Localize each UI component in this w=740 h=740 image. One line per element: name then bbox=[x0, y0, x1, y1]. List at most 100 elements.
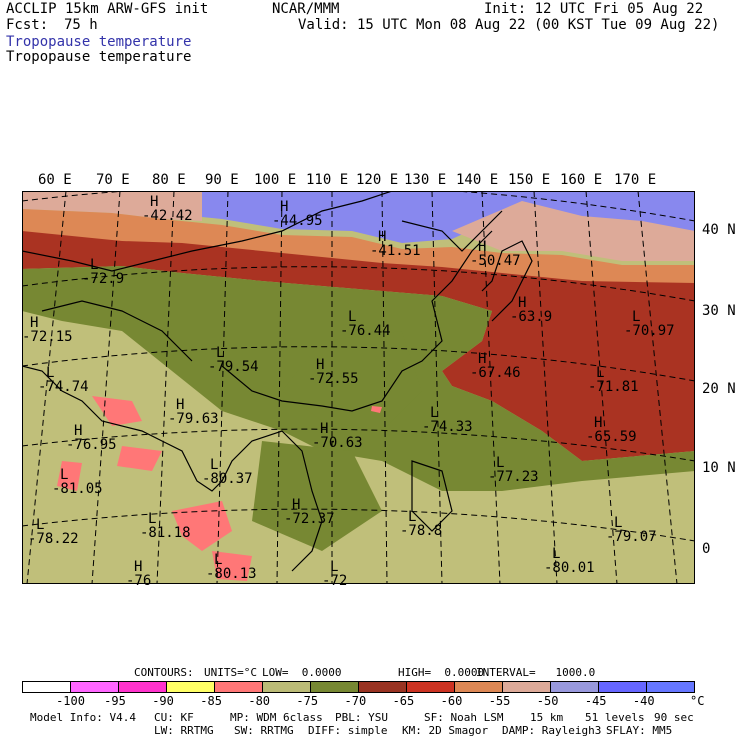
low-marker: L -81.05 bbox=[52, 467, 103, 496]
legend-swatch bbox=[167, 682, 215, 692]
legend-swatch bbox=[215, 682, 263, 692]
marker-value: -72.15 bbox=[22, 329, 73, 345]
legend-tick-label: -55 bbox=[488, 694, 511, 708]
lon-label: 170 E bbox=[614, 172, 657, 188]
marker-letter: H bbox=[594, 415, 603, 431]
high-marker: H -72.15 bbox=[22, 315, 73, 344]
marker-letter: L bbox=[632, 309, 641, 325]
lon-label: 150 E bbox=[508, 172, 551, 188]
high-marker: H -41.51 bbox=[370, 229, 421, 258]
marker-letter: H bbox=[320, 421, 329, 437]
legend-swatch bbox=[311, 682, 359, 692]
lat-label: 40 N bbox=[702, 222, 736, 238]
marker-letter: L bbox=[330, 559, 339, 575]
high-marker: H -70.63 bbox=[312, 421, 363, 450]
marker-letter: L bbox=[408, 509, 417, 525]
legend-tick-label: -100 bbox=[56, 694, 85, 708]
marker-value: -78.22 bbox=[28, 531, 79, 547]
legend-swatch bbox=[503, 682, 551, 692]
high-marker: H -67.46 bbox=[470, 351, 521, 380]
lat-label: 20 N bbox=[702, 381, 736, 397]
marker-letter: H bbox=[134, 559, 143, 575]
contours-label: CONTOURS: bbox=[134, 666, 194, 679]
footer-item: PBL: YSU bbox=[335, 711, 388, 724]
footer-item: LW: RRTMG bbox=[154, 724, 214, 737]
forecast-hour: 75 h bbox=[64, 17, 98, 33]
marker-value: -50.47 bbox=[470, 253, 521, 269]
high-marker: H -72.37 bbox=[284, 497, 335, 526]
legend-tick-label: -75 bbox=[296, 694, 319, 708]
model-title: ACCLIP 15km ARW-GFS init bbox=[6, 1, 209, 17]
color-legend bbox=[22, 681, 695, 693]
lon-label: 120 E bbox=[356, 172, 399, 188]
marker-value: -74.33 bbox=[422, 419, 473, 435]
marker-value: -77.23 bbox=[488, 469, 539, 485]
marker-letter: L bbox=[430, 405, 439, 421]
units-label: UNITS=°C bbox=[204, 666, 257, 679]
lon-label: 160 E bbox=[560, 172, 603, 188]
legend-swatch bbox=[119, 682, 167, 692]
marker-letter: L bbox=[614, 515, 623, 531]
marker-letter: H bbox=[74, 423, 83, 439]
legend-unit: °C bbox=[690, 694, 705, 708]
field-title-2: Tropopause temperature bbox=[6, 49, 192, 65]
legend-tick-label: -50 bbox=[536, 694, 559, 708]
marker-letter: L bbox=[216, 345, 225, 361]
low-marker: L -79.07 bbox=[606, 515, 657, 544]
marker-value: -76.44 bbox=[340, 323, 391, 339]
legend-tick-label: -60 bbox=[440, 694, 463, 708]
marker-value: -67.46 bbox=[470, 365, 521, 381]
footer-item: CU: KF bbox=[154, 711, 194, 724]
marker-value: -65.59 bbox=[586, 429, 637, 445]
marker-letter: L bbox=[552, 546, 561, 562]
legend-swatch bbox=[551, 682, 599, 692]
low-marker: L -78.8 bbox=[400, 509, 442, 538]
low-marker: L -79.54 bbox=[208, 345, 259, 374]
marker-letter: H bbox=[478, 351, 487, 367]
valid-time: Valid: 15 UTC Mon 08 Aug 22 (00 KST Tue … bbox=[298, 17, 720, 33]
marker-letter: H bbox=[518, 295, 527, 311]
marker-letter: H bbox=[150, 194, 159, 210]
footer-item: SFLAY: MM5 bbox=[606, 724, 673, 737]
legend-tick-label: -85 bbox=[200, 694, 222, 708]
low-marker: L -78.22 bbox=[28, 517, 79, 546]
marker-letter: L bbox=[36, 517, 45, 533]
footer-item: SF: Noah LSM bbox=[424, 711, 504, 724]
high-marker: H -76 bbox=[126, 559, 151, 588]
map-panel bbox=[22, 191, 695, 584]
marker-letter: H bbox=[30, 315, 39, 331]
lat-label: 10 N bbox=[702, 460, 736, 476]
footer-item: 90 sec bbox=[654, 711, 694, 724]
high-marker: H -65.59 bbox=[586, 415, 637, 444]
low-marker: L -70.97 bbox=[624, 309, 675, 338]
legend-swatch bbox=[407, 682, 455, 692]
legend-swatch bbox=[263, 682, 311, 692]
low-marker: L -77.23 bbox=[488, 455, 539, 484]
marker-letter: L bbox=[210, 457, 219, 473]
high-marker: H -44.95 bbox=[272, 200, 323, 228]
high-marker: H -72.55 bbox=[308, 358, 359, 386]
lon-label: 70 E bbox=[96, 172, 130, 188]
marker-value: -80.13 bbox=[206, 566, 257, 582]
marker-letter: H bbox=[292, 497, 301, 513]
coastlines bbox=[22, 191, 533, 572]
marker-value: -80.01 bbox=[544, 560, 595, 576]
marker-letter: L bbox=[60, 467, 69, 483]
marker-letter: L bbox=[214, 552, 223, 568]
low-marker: L -74.74 bbox=[38, 366, 89, 394]
marker-value: -72.55 bbox=[308, 371, 359, 387]
marker-letter: L bbox=[496, 455, 505, 471]
marker-value: -80.37 bbox=[202, 471, 253, 487]
marker-value: -72.37 bbox=[284, 511, 335, 527]
marker-value: -76 bbox=[126, 573, 152, 589]
marker-value: -44.95 bbox=[272, 213, 323, 229]
footer-item: 51 levels bbox=[585, 711, 645, 724]
footer-item: SW: RRTMG bbox=[234, 724, 294, 737]
marker-letter: H bbox=[378, 229, 387, 245]
marker-value: -79.54 bbox=[208, 359, 259, 375]
low-marker: L -80.01 bbox=[544, 546, 595, 575]
legend-tick-label: -95 bbox=[104, 694, 126, 708]
marker-value: -79.63 bbox=[168, 411, 219, 427]
region-minus50-west bbox=[22, 191, 202, 221]
lat-label: 0 bbox=[702, 541, 711, 557]
